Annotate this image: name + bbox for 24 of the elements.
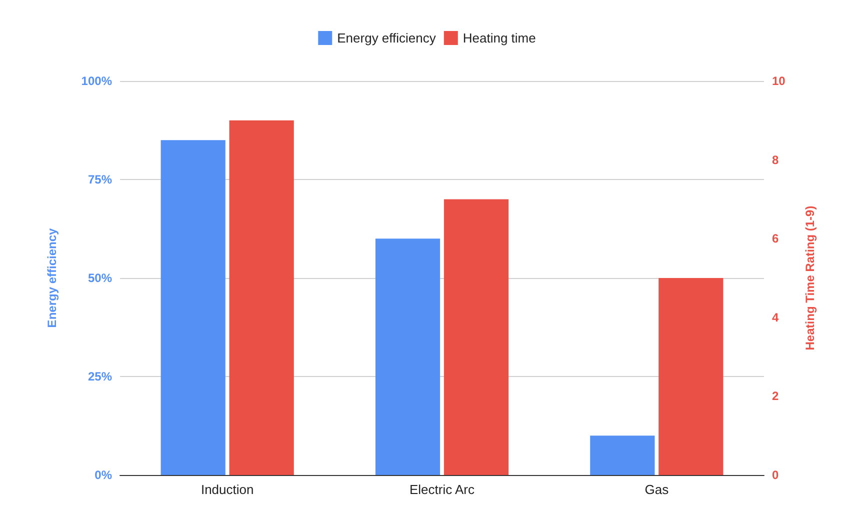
y2-tick-label: 6 <box>772 232 779 246</box>
y-axis-title: Energy efficiency <box>45 228 59 328</box>
bar <box>444 199 509 475</box>
bar <box>375 238 440 475</box>
legend-label: Heating time <box>462 30 536 46</box>
y2-tick-label: 10 <box>772 74 786 88</box>
y-tick-label: 0% <box>94 468 112 482</box>
y-tick-label: 100% <box>81 74 112 88</box>
x-tick-label: Gas <box>644 482 670 497</box>
y2-axis-title: Heating Time Rating (1-9) <box>803 206 817 350</box>
x-tick-label: Electric Arc <box>409 482 476 497</box>
y2-tick-label: 0 <box>772 468 779 482</box>
y2-tick-label: 8 <box>772 152 779 167</box>
x-tick-label: Induction <box>200 482 254 497</box>
bar <box>229 120 294 475</box>
legend-label: Energy efficiency <box>337 30 436 46</box>
y2-tick-label: 4 <box>772 310 779 324</box>
bar <box>590 436 655 475</box>
y-tick-label: 25% <box>88 370 112 384</box>
y2-tick-label: 2 <box>772 389 779 404</box>
bar <box>658 278 724 475</box>
bar <box>160 140 226 475</box>
y-tick-label: 50% <box>88 271 112 285</box>
y-tick-label: 75% <box>88 172 112 186</box>
